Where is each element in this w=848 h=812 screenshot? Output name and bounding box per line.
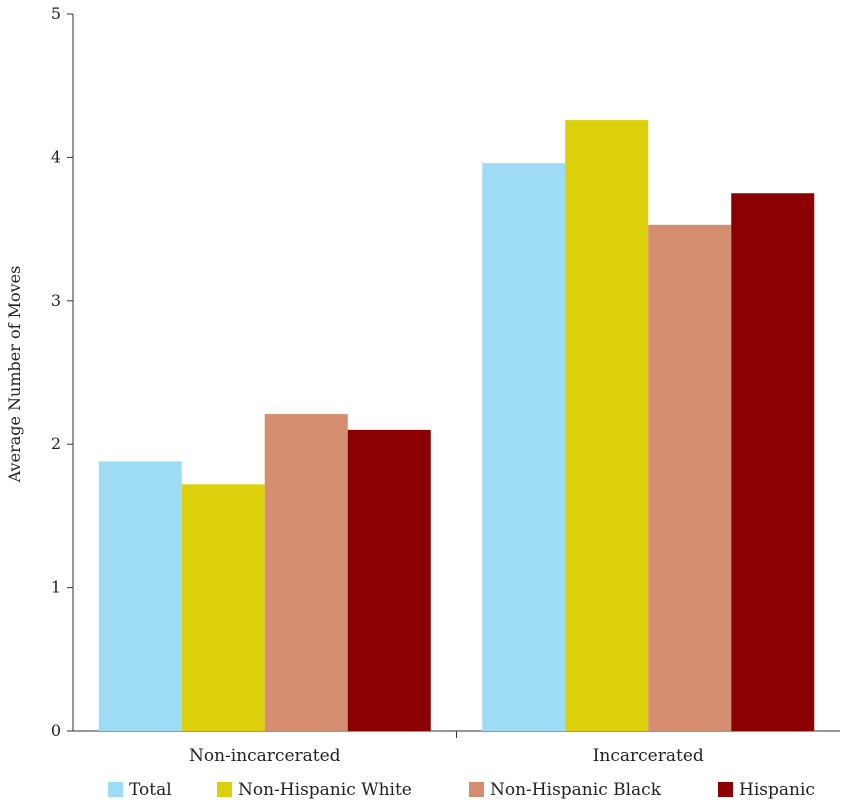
y-tick-label: 1 [51, 578, 61, 597]
bar [264, 414, 348, 731]
legend-swatch [108, 782, 123, 797]
bar [648, 224, 732, 731]
x-category-label: Non-incarcerated [189, 746, 341, 766]
y-tick-label: 4 [51, 147, 61, 166]
legend-swatch [469, 782, 484, 797]
y-tick-label: 5 [51, 4, 61, 23]
legend-label: Non-Hispanic Black [490, 780, 662, 800]
legend-swatch [217, 782, 232, 797]
bar [98, 461, 182, 731]
y-tick-label: 3 [51, 291, 61, 310]
legend-label: Total [129, 780, 172, 800]
bar [565, 120, 649, 732]
y-tick-label: 0 [51, 721, 61, 740]
y-tick-label: 2 [51, 434, 61, 453]
x-category-label: Incarcerated [593, 746, 704, 766]
legend-label: Hispanic [739, 780, 815, 800]
bar [731, 193, 815, 731]
y-axis-title: Average Number of Moves [5, 266, 24, 484]
bar [482, 163, 566, 732]
bar [347, 429, 431, 731]
legend-swatch [718, 782, 733, 797]
legend-label: Non-Hispanic White [238, 780, 412, 800]
bar [181, 484, 265, 731]
